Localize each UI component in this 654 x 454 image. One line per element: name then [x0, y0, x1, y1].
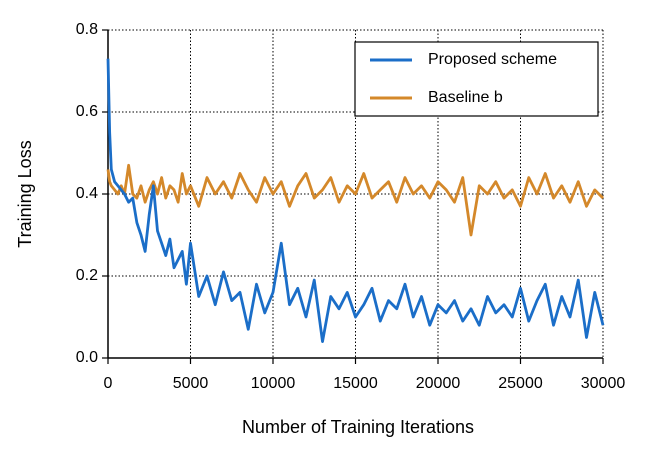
- line-series: [106, 163, 604, 237]
- x-axis-label: Number of Training Iterations: [242, 417, 474, 437]
- y-tick-label: 0.4: [76, 185, 98, 202]
- line-series: [106, 58, 605, 343]
- y-tick-label: 0.0: [76, 349, 98, 366]
- x-tick-label: 30000: [581, 375, 626, 392]
- x-tick-label: 20000: [416, 375, 461, 392]
- x-tick-label: 0: [104, 375, 113, 392]
- legend-label: Proposed scheme: [428, 51, 557, 68]
- x-tick-label: 15000: [333, 375, 378, 392]
- legend-box: [354, 41, 599, 117]
- legend-label: Baseline b: [428, 89, 503, 106]
- y-tick-label: 0.8: [76, 21, 98, 38]
- x-tick-label: 5000: [173, 375, 209, 392]
- x-tick-label: 25000: [498, 375, 543, 392]
- y-tick-label: 0.6: [76, 103, 98, 120]
- x-tick-label: 10000: [251, 375, 296, 392]
- y-tick-label: 0.2: [76, 267, 98, 284]
- y-axis-label: Training Loss: [15, 140, 35, 247]
